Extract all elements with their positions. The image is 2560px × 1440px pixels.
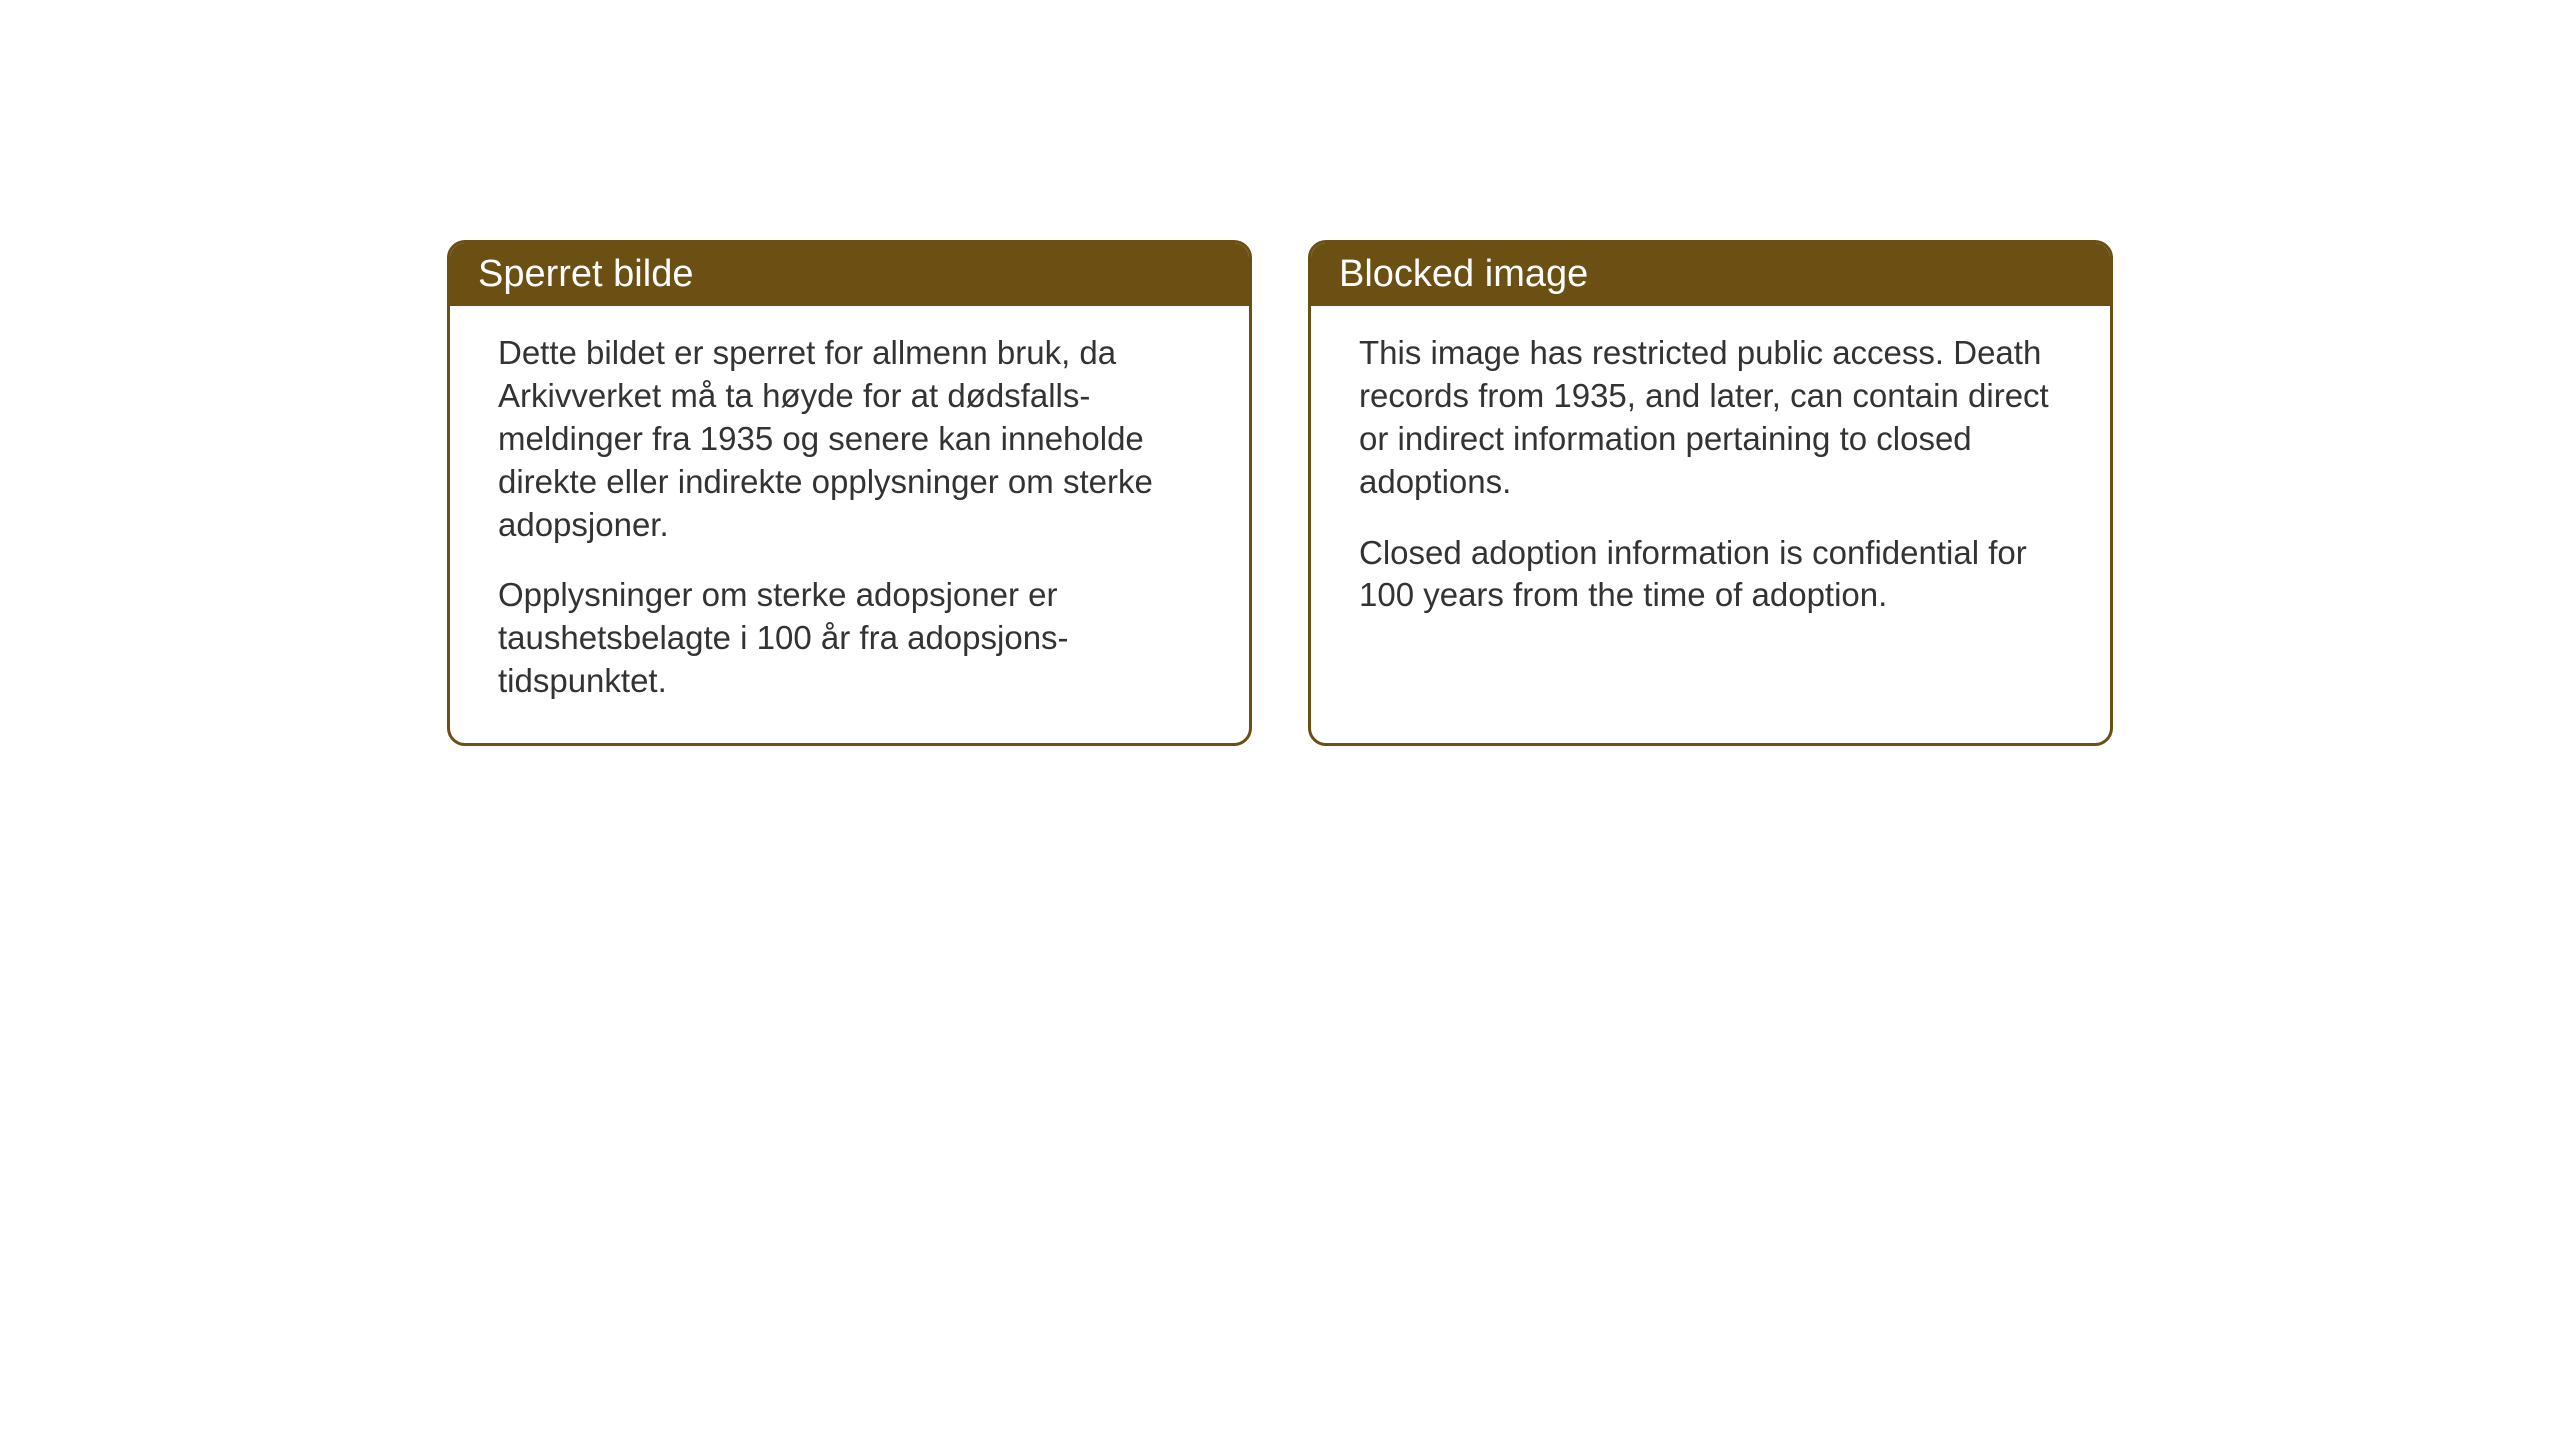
notice-title-english: Blocked image	[1339, 253, 1588, 295]
notice-title-norwegian: Sperret bilde	[478, 253, 693, 295]
notice-header-norwegian: Sperret bilde	[450, 243, 1249, 306]
notice-paragraph-2-english: Closed adoption information is confident…	[1359, 532, 2062, 618]
notice-header-english: Blocked image	[1311, 243, 2110, 306]
notice-paragraph-1-norwegian: Dette bildet er sperret for allmenn bruk…	[498, 332, 1201, 546]
notice-body-norwegian: Dette bildet er sperret for allmenn bruk…	[450, 306, 1249, 743]
notice-body-english: This image has restricted public access.…	[1311, 306, 2110, 699]
notice-paragraph-2-norwegian: Opplysninger om sterke adopsjoner er tau…	[498, 574, 1201, 703]
notice-paragraph-1-english: This image has restricted public access.…	[1359, 332, 2062, 504]
notice-card-english: Blocked image This image has restricted …	[1308, 240, 2113, 746]
notice-container: Sperret bilde Dette bildet er sperret fo…	[0, 0, 2560, 746]
notice-card-norwegian: Sperret bilde Dette bildet er sperret fo…	[447, 240, 1252, 746]
